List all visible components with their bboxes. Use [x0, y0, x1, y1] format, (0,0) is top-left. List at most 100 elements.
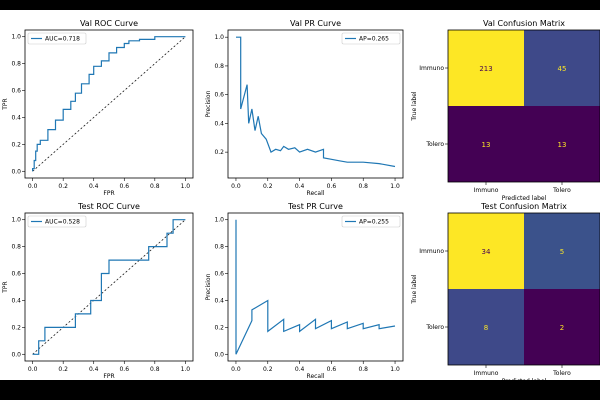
- test-roc-legend-label: AUC=0.528: [45, 219, 80, 226]
- test-cm-frame: [447, 212, 600, 366]
- val-cm-ytick-label: Immuno: [419, 65, 444, 72]
- val-pr-panel: Val PR Curve 0.0 0.2 0.4 0.6 0.8 1.0 0.2 0.4 0.6 0…: [205, 19, 404, 197]
- test-roc-xtick-label: 1.0: [181, 366, 191, 373]
- val-roc-xtick-label: 0.2: [58, 183, 68, 190]
- test-roc-xtick-label: 0.6: [119, 366, 129, 373]
- test-pr-xtick-label: 0.6: [327, 366, 337, 373]
- val-pr-ytick-label: 0.4: [214, 120, 224, 127]
- val-cm-xtick-label: Immuno: [474, 187, 499, 194]
- test-pr-legend-label: AP=0.255: [359, 219, 389, 226]
- panels: Val ROC Curve 0.0 0.2 0.4 0.6 0.8 1.0 0.0 0.2 0.4…: [2, 19, 600, 385]
- val-roc-ytick-label: 0.4: [11, 114, 21, 121]
- test-pr-panel: Test PR Curve 0.0 0.2 0.4 0.6 0.8 1.0 0.0 0.2 0.4…: [205, 202, 404, 380]
- val-pr-ytick-label: 0.2: [214, 149, 224, 156]
- test-roc-xtick-label: 0.4: [89, 366, 99, 373]
- test-cm-xtick-label: Immuno: [474, 370, 499, 377]
- test-pr-xlabel: Recall: [307, 373, 325, 380]
- val-roc-ytick-label: 0.2: [11, 141, 21, 148]
- val-roc-xtick-label: 1.0: [181, 183, 191, 190]
- test-pr-ytick-label: 0.8: [214, 244, 224, 251]
- test-pr-frame: [227, 212, 404, 362]
- val-roc-panel: Val ROC Curve 0.0 0.2 0.4 0.6 0.8 1.0 0.0 0.2 0.4…: [2, 19, 194, 197]
- val-pr-series-line: [236, 36, 396, 168]
- test-pr-ytick-label: 0.2: [214, 324, 224, 331]
- test-cm-xlabel: Predicted label: [502, 378, 547, 385]
- test-cm-cell-value: 2: [560, 324, 564, 332]
- val-roc-series-line: [31, 36, 186, 172]
- val-roc-xtick-label: 0.8: [150, 183, 160, 190]
- test-pr-xtick-label: 0.8: [358, 366, 368, 373]
- test-pr-series-line: [235, 219, 396, 355]
- val-roc-xlabel: FPR: [103, 190, 114, 197]
- test-cm-cell: [448, 289, 524, 365]
- test-pr-ytick-label: 0.0: [214, 351, 224, 358]
- test-roc-ylabel: TPR: [2, 281, 9, 293]
- test-cm-ytick-label: Tolero: [425, 324, 444, 331]
- test-roc-ytick-label: 1.0: [11, 217, 21, 224]
- val-roc-legend-label: AUC=0.718: [45, 36, 80, 43]
- val-pr-xtick-label: 1.0: [390, 183, 400, 190]
- val-cm-xtick-label: Tolero: [552, 187, 571, 194]
- val-roc-frame: [24, 29, 194, 179]
- val-pr-xlabel: Recall: [307, 190, 325, 197]
- test-pr-xtick-label: 0.0: [231, 366, 241, 373]
- test-cm-title: Test Confusion Matrix: [480, 202, 567, 211]
- test-cm-xtick-label: Tolero: [552, 370, 571, 377]
- val-pr-ylabel: Precision: [205, 90, 212, 117]
- test-cm-cell-value: 8: [484, 324, 488, 332]
- val-cm-panel: Val Confusion Matrix 213 45 13 13 Immuno Immun…: [411, 19, 600, 202]
- test-pr-ytick-label: 0.4: [214, 297, 224, 304]
- val-roc-ylabel: TPR: [2, 98, 9, 110]
- val-cm-cell-value: 13: [482, 141, 491, 149]
- val-roc-xtick-label: 0.4: [89, 183, 99, 190]
- test-roc-chance-line: [32, 219, 186, 355]
- test-cm-cell-value: 5: [560, 248, 564, 256]
- test-pr-title: Test PR Curve: [287, 202, 343, 211]
- test-pr-plot-area: [228, 213, 403, 361]
- val-cm-cell-value: 45: [558, 65, 567, 73]
- test-cm-panel: Test Confusion Matrix 34 5 8 2 Immuno Immuno To…: [411, 202, 600, 385]
- val-pr-legend-label: AP=0.265: [359, 36, 389, 43]
- test-cm-cell: [524, 289, 600, 365]
- val-cm-cell-value: 213: [479, 65, 492, 73]
- test-roc-xtick-label: 0.2: [58, 366, 68, 373]
- val-cm-cell-value: 13: [558, 141, 567, 149]
- test-roc-ytick-label: 0.0: [11, 351, 21, 358]
- test-pr-ylabel: Precision: [205, 273, 212, 300]
- val-cm-cell: [448, 30, 524, 106]
- test-roc-xtick-label: 0.0: [28, 366, 38, 373]
- test-pr-ytick-label: 0.6: [214, 271, 224, 278]
- test-roc-title: Test ROC Curve: [77, 202, 140, 211]
- val-roc-legend-box: [27, 32, 87, 45]
- test-roc-xlabel: FPR: [103, 373, 114, 380]
- val-pr-xtick-label: 0.0: [231, 183, 241, 190]
- val-cm-title: Val Confusion Matrix: [483, 19, 565, 28]
- val-pr-ytick-label: 1.0: [214, 34, 224, 41]
- test-cm-cell: [448, 213, 524, 289]
- val-roc-ytick-label: 0.8: [11, 61, 21, 68]
- test-roc-panel: Test ROC Curve 0.0 0.2 0.4 0.6 0.8 1.0 0.0 0.2 0.…: [2, 202, 194, 380]
- test-cm-cell: [524, 213, 600, 289]
- test-roc-ytick-label: 0.2: [11, 324, 21, 331]
- val-roc-ytick-label: 0.6: [11, 88, 21, 95]
- val-pr-title: Val PR Curve: [290, 19, 341, 28]
- val-roc-xtick-label: 0.0: [28, 183, 38, 190]
- val-cm-frame: [447, 29, 600, 183]
- test-pr-xtick-label: 1.0: [390, 366, 400, 373]
- val-pr-xtick-label: 0.4: [295, 183, 305, 190]
- test-roc-ytick-label: 0.8: [11, 244, 21, 251]
- val-pr-ytick-label: 0.6: [214, 92, 224, 99]
- val-pr-xtick-label: 0.6: [327, 183, 337, 190]
- val-cm-cell: [524, 106, 600, 182]
- val-pr-frame: [227, 29, 404, 179]
- val-pr-xtick-label: 0.8: [358, 183, 368, 190]
- test-pr-xtick-label: 0.4: [295, 366, 305, 373]
- val-cm-xlabel: Predicted label: [502, 195, 547, 202]
- val-cm-cell: [524, 30, 600, 106]
- val-roc-title: Val ROC Curve: [80, 19, 138, 28]
- test-pr-legend-box: [341, 215, 401, 228]
- test-cm-cell-value: 34: [482, 248, 491, 256]
- test-roc-legend-box: [27, 215, 87, 228]
- test-cm-ytick-label: Immuno: [419, 248, 444, 255]
